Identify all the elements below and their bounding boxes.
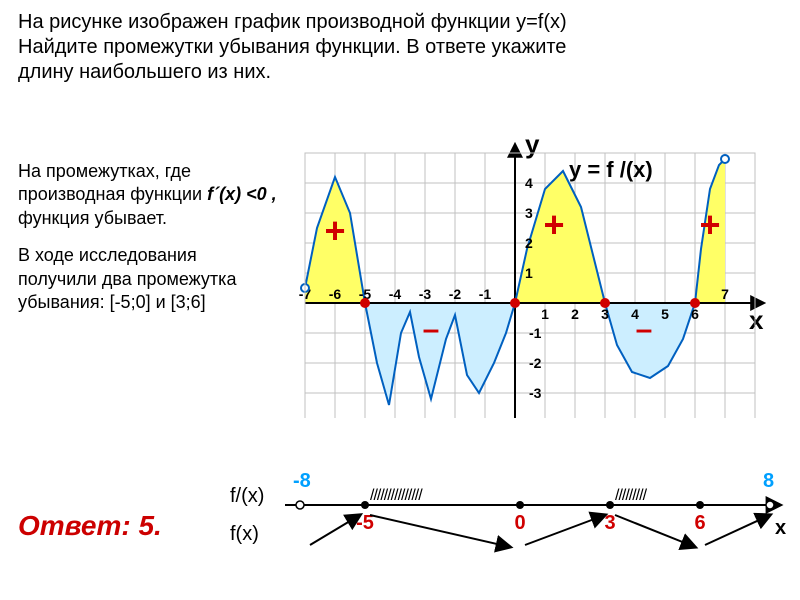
svg-text:3: 3 xyxy=(601,306,609,322)
number-line-diagram: -5036 f/(x) f(x) -8 8 /////////////// //… xyxy=(230,475,790,575)
svg-text:-1: -1 xyxy=(479,286,492,302)
svg-text:-3: -3 xyxy=(529,385,542,401)
svg-text:y: y xyxy=(525,138,540,159)
explain-p1: На промежутках, где производная функции … xyxy=(18,160,278,230)
svg-text:x: x xyxy=(749,305,764,335)
fprime-label: f/(x) xyxy=(230,485,264,508)
svg-text:–: – xyxy=(423,313,440,346)
svg-text:-2: -2 xyxy=(449,286,462,302)
svg-text:+: + xyxy=(324,210,345,251)
nl-right-endpoint: 8 xyxy=(763,470,774,493)
svg-text:0: 0 xyxy=(514,512,525,534)
problem-text: На рисунке изображен график производной … xyxy=(18,10,778,85)
svg-text:2: 2 xyxy=(571,306,579,322)
svg-text:2: 2 xyxy=(525,235,533,251)
answer-label: Ответ: 5. xyxy=(18,510,162,542)
svg-text:3: 3 xyxy=(604,512,615,534)
svg-text:1: 1 xyxy=(525,265,533,281)
svg-text:1: 1 xyxy=(541,306,549,322)
svg-text:3: 3 xyxy=(525,205,533,221)
nl-slashes-2: ///////// xyxy=(615,487,646,505)
svg-text:4: 4 xyxy=(525,175,533,191)
svg-text:-4: -4 xyxy=(529,415,542,418)
svg-text:y = f /(x): y = f /(x) xyxy=(569,157,653,182)
svg-text:6: 6 xyxy=(691,306,699,322)
problem-line1: На рисунке изображен график производной … xyxy=(18,11,567,33)
svg-text:-6: -6 xyxy=(329,286,342,302)
f-label: f(x) xyxy=(230,523,259,546)
nl-x-label: x xyxy=(775,517,786,540)
svg-text:-1: -1 xyxy=(529,325,542,341)
problem-line2: Найдите промежутки убывания функции. В о… xyxy=(18,36,566,58)
svg-text:-3: -3 xyxy=(419,286,432,302)
svg-text:6: 6 xyxy=(694,512,705,534)
derivative-chart: -7-6-5-4-3-2-11234567-5-4-3-2-11234yxy =… xyxy=(295,138,775,418)
svg-text:7: 7 xyxy=(721,286,729,302)
problem-line3: длину наибольшего из них. xyxy=(18,61,271,83)
explain-p2: В ходе исследования получили два промежу… xyxy=(18,244,278,314)
nl-left-endpoint: -8 xyxy=(293,470,311,493)
svg-text:5: 5 xyxy=(661,306,669,322)
svg-text:+: + xyxy=(699,204,720,245)
explanation-text: На промежутках, где производная функции … xyxy=(18,160,278,328)
nl-slashes-1: /////////////// xyxy=(370,487,422,505)
svg-text:–: – xyxy=(636,313,653,346)
svg-text:+: + xyxy=(543,204,564,245)
svg-text:-4: -4 xyxy=(389,286,402,302)
svg-text:-2: -2 xyxy=(529,355,542,371)
